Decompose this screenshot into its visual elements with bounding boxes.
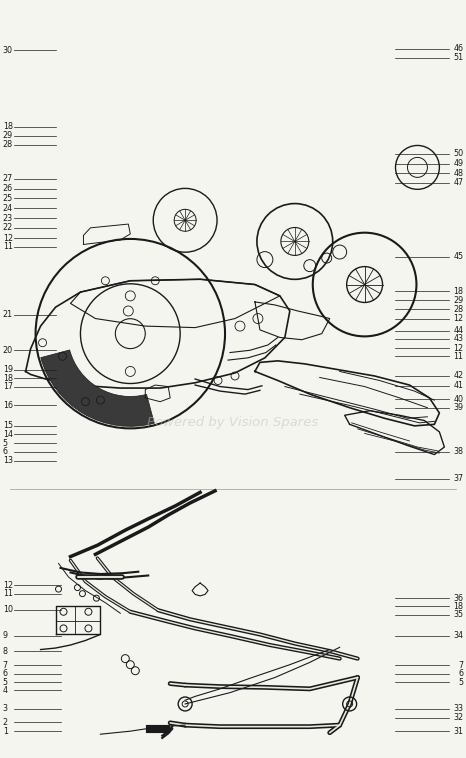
Text: 1: 1 <box>3 727 7 736</box>
Text: 47: 47 <box>453 178 463 187</box>
Text: 49: 49 <box>453 159 463 168</box>
Text: 40: 40 <box>453 395 463 404</box>
Text: 2: 2 <box>3 718 8 727</box>
Text: 18: 18 <box>453 287 463 296</box>
Text: 34: 34 <box>453 631 463 641</box>
Text: 23: 23 <box>3 214 13 223</box>
Text: 42: 42 <box>453 371 463 381</box>
Text: 41: 41 <box>453 381 463 390</box>
Text: 36: 36 <box>453 594 463 603</box>
Text: 38: 38 <box>453 447 463 456</box>
Text: 48: 48 <box>453 169 463 178</box>
Text: 22: 22 <box>3 224 13 233</box>
Wedge shape <box>41 350 154 427</box>
Text: 13: 13 <box>3 456 13 465</box>
Text: 18: 18 <box>3 374 13 383</box>
Text: 3: 3 <box>3 704 7 713</box>
Text: 27: 27 <box>3 174 13 183</box>
Text: 24: 24 <box>3 204 13 213</box>
Text: 9: 9 <box>3 631 8 641</box>
Text: 30: 30 <box>3 45 13 55</box>
Text: Powered by Vision Spares: Powered by Vision Spares <box>147 416 319 429</box>
Text: 12: 12 <box>3 234 13 243</box>
Text: 35: 35 <box>453 610 463 619</box>
Text: 28: 28 <box>3 140 13 149</box>
Text: 46: 46 <box>453 44 463 53</box>
Text: 31: 31 <box>453 727 463 736</box>
Text: 26: 26 <box>3 184 13 193</box>
Text: 6: 6 <box>459 669 463 678</box>
Text: 28: 28 <box>453 305 463 314</box>
Text: 8: 8 <box>3 647 7 656</box>
Text: 37: 37 <box>453 475 463 484</box>
Text: 51: 51 <box>453 53 463 62</box>
Text: 7: 7 <box>458 661 463 670</box>
Text: 18: 18 <box>453 602 463 611</box>
Text: 20: 20 <box>3 346 13 355</box>
Text: 5: 5 <box>3 439 8 448</box>
Text: 32: 32 <box>453 713 463 722</box>
Text: 39: 39 <box>453 403 463 412</box>
Text: 12: 12 <box>453 314 463 323</box>
Text: 14: 14 <box>3 430 13 439</box>
Text: 29: 29 <box>3 131 13 140</box>
Text: 18: 18 <box>3 122 13 131</box>
Text: 7: 7 <box>3 661 8 670</box>
Text: 5: 5 <box>3 678 8 687</box>
Text: 17: 17 <box>3 382 13 391</box>
Text: 45: 45 <box>453 252 463 261</box>
Text: 5: 5 <box>458 678 463 687</box>
Text: 29: 29 <box>453 296 463 305</box>
Text: 11: 11 <box>3 589 13 598</box>
Text: 33: 33 <box>453 704 463 713</box>
Text: 50: 50 <box>453 149 463 158</box>
Text: 25: 25 <box>3 194 13 203</box>
Text: 6: 6 <box>3 669 7 678</box>
Text: 12: 12 <box>453 343 463 352</box>
Text: 21: 21 <box>3 310 13 319</box>
Text: 43: 43 <box>453 334 463 343</box>
Text: 19: 19 <box>3 365 13 374</box>
Text: 10: 10 <box>3 605 13 614</box>
Text: 15: 15 <box>3 421 13 431</box>
Text: 11: 11 <box>453 352 463 361</box>
Text: 44: 44 <box>453 326 463 335</box>
Text: 6: 6 <box>3 447 7 456</box>
Text: 16: 16 <box>3 401 13 410</box>
Text: 4: 4 <box>3 686 7 695</box>
Text: 11: 11 <box>3 243 13 251</box>
Text: 12: 12 <box>3 581 13 590</box>
